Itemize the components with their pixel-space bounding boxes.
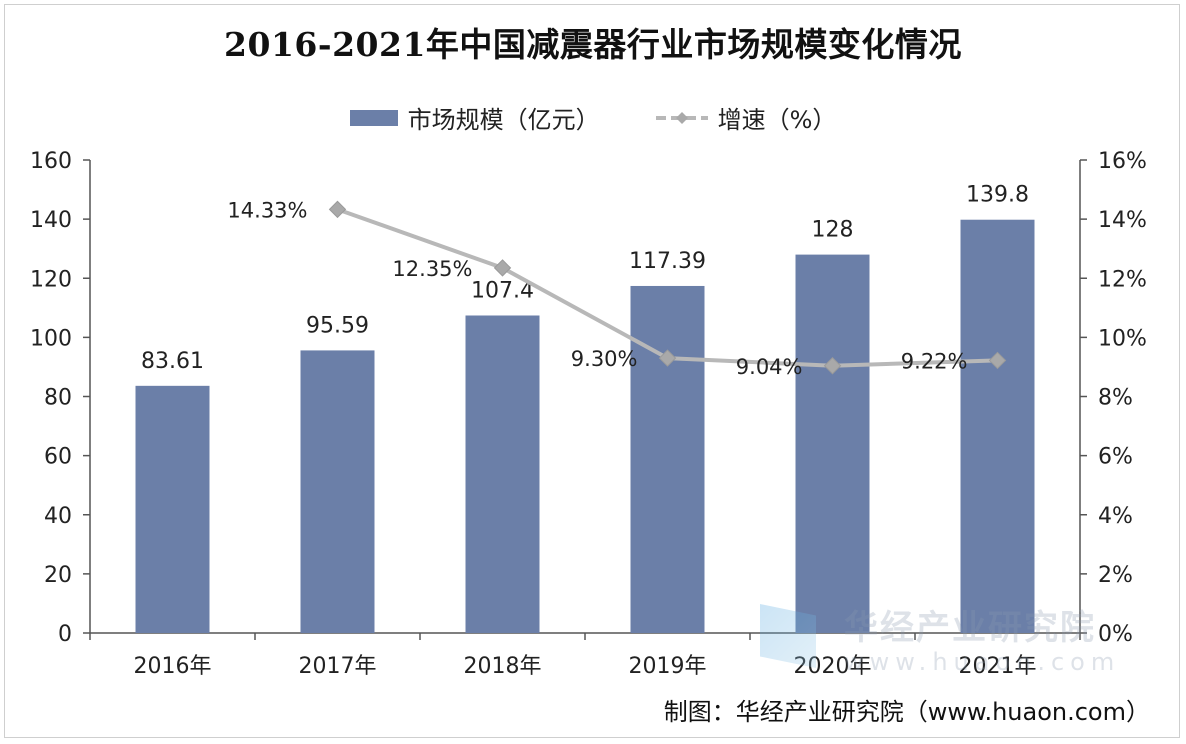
x-tick-label: 2016年 [134, 654, 212, 679]
legend-item-line: 增速（%） [655, 100, 837, 135]
y-tick-label-right: 14% [1098, 208, 1147, 233]
y-tick-label-right: 2% [1098, 563, 1133, 588]
y-tick-label-right: 0% [1098, 622, 1133, 647]
bar [960, 219, 1035, 633]
chart-title: 2016-2021年中国减震器行业市场规模变化情况 [224, 25, 962, 64]
bar-value-label: 128 [812, 218, 854, 243]
y-tick-label-left: 20 [44, 563, 72, 588]
y-tick-label-right: 4% [1098, 504, 1133, 529]
bar [465, 315, 540, 633]
watermark-logo-icon [760, 604, 816, 668]
growth-marker [493, 259, 512, 277]
growth-value-label: 9.22% [901, 349, 968, 373]
x-tick-label: 2019年 [629, 654, 707, 679]
y-tick-label-right: 10% [1098, 326, 1147, 351]
x-tick-label: 2017年 [299, 654, 377, 679]
bar [795, 254, 870, 633]
y-tick-label-right: 6% [1098, 445, 1133, 470]
watermark: 华经产业研究院 www.huaon.com [760, 600, 1120, 680]
watermark-text: 华经产业研究院 [844, 608, 1096, 648]
y-tick-label-left: 120 [30, 267, 72, 292]
bar-value-label: 107.4 [471, 278, 534, 303]
legend-item-bar: 市场规模（亿元） [349, 100, 600, 135]
y-tick-label-left: 40 [44, 504, 72, 529]
bar-value-label: 95.59 [306, 313, 369, 338]
watermark-url: www.huaon.com [844, 648, 1121, 676]
y-tick-label-left: 0 [58, 622, 72, 647]
growth-value-label: 9.30% [571, 347, 638, 371]
bar [135, 385, 210, 633]
y-tick-label-left: 60 [44, 445, 72, 470]
legend-line-label: 增速（%） [717, 106, 837, 134]
growth-value-label: 12.35% [392, 257, 472, 281]
legend-bar-label: 市场规模（亿元） [407, 106, 600, 134]
growth-marker [988, 351, 1007, 370]
y-tick-label-left: 100 [30, 326, 72, 351]
y-tick-label-right: 12% [1098, 267, 1147, 292]
y-tick-label-left: 140 [30, 208, 72, 233]
growth-value-label: 14.33% [227, 198, 307, 222]
growth-marker [328, 200, 347, 219]
legend-line-swatch [655, 111, 708, 124]
bar-value-label: 139.8 [966, 183, 1029, 208]
y-tick-label-right: 8% [1098, 386, 1133, 411]
y-tick-label-right: 16% [1098, 149, 1147, 174]
bar [300, 350, 375, 633]
bar-value-label: 117.39 [629, 249, 706, 274]
y-tick-label-left: 160 [30, 149, 72, 174]
x-tick-label: 2020年 [794, 654, 872, 679]
x-tick-label: 2021年 [959, 654, 1037, 679]
source-credit: 制图：华经产业研究院（www.huaon.com） [663, 698, 1150, 726]
growth-value-label: 9.04% [736, 355, 803, 379]
bar-value-label: 83.61 [141, 349, 204, 374]
growth-marker [823, 357, 842, 375]
legend-bar-swatch [349, 109, 398, 126]
legend: 市场规模（亿元） 增速（%） [0, 100, 1186, 135]
bar [630, 285, 705, 633]
growth-marker [658, 349, 677, 367]
y-tick-label-left: 80 [44, 386, 72, 411]
x-tick-label: 2018年 [464, 654, 542, 679]
